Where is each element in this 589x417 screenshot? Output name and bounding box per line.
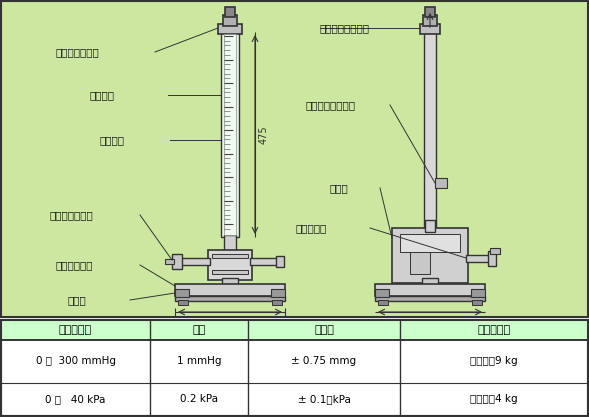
Bar <box>223 15 237 26</box>
Text: 精　度: 精 度 <box>314 325 334 335</box>
Text: 目量: 目量 <box>193 325 206 335</box>
Bar <box>222 278 238 286</box>
Text: 圧力導入口: 圧力導入口 <box>295 223 326 233</box>
Bar <box>490 248 500 254</box>
Bar <box>165 259 174 264</box>
Bar <box>435 178 447 188</box>
Text: 上部ガラス抑え: 上部ガラス抑え <box>55 47 99 57</box>
Bar <box>471 289 485 297</box>
Bar <box>1 320 588 416</box>
Bar <box>178 300 188 305</box>
Text: 475: 475 <box>259 125 269 144</box>
Bar <box>410 252 430 274</box>
Bar <box>221 32 239 237</box>
Text: ± 0.1　kPa: ± 0.1 kPa <box>297 394 350 404</box>
Bar <box>175 296 285 301</box>
Bar <box>276 256 284 267</box>
Bar <box>272 300 282 305</box>
Text: 0 ～   40 kPa: 0 ～ 40 kPa <box>45 394 105 404</box>
Text: 本　体　9 kg: 本 体 9 kg <box>470 357 518 367</box>
Bar <box>423 15 437 26</box>
Bar <box>250 258 278 265</box>
Text: 0.2 kPa: 0.2 kPa <box>180 394 218 404</box>
Bar <box>224 34 236 235</box>
Bar <box>1 320 588 416</box>
Bar <box>218 24 242 34</box>
Bar <box>472 300 482 305</box>
Bar <box>466 255 491 262</box>
Text: 格納箱　4 kg: 格納箱 4 kg <box>470 394 518 404</box>
Bar <box>392 228 468 283</box>
Text: スケール: スケール <box>90 90 115 100</box>
Bar <box>425 7 435 17</box>
Text: ベース: ベース <box>68 295 87 305</box>
Bar <box>422 278 438 286</box>
Bar <box>375 289 389 297</box>
Bar <box>400 234 460 252</box>
Text: スケール調整ねじ: スケール調整ねじ <box>305 100 355 110</box>
Text: 0 ～  300 mmHg: 0 ～ 300 mmHg <box>35 357 115 367</box>
Bar <box>1 320 588 340</box>
Bar <box>172 254 182 269</box>
Text: 180: 180 <box>420 319 440 329</box>
Bar <box>378 300 388 305</box>
Bar <box>271 289 285 297</box>
Text: ガラス管: ガラス管 <box>100 135 125 145</box>
Text: 水銀槽: 水銀槽 <box>330 183 349 193</box>
Text: 被測定器取付口: 被測定器取付口 <box>50 210 94 220</box>
Bar <box>488 251 496 266</box>
Bar <box>208 250 252 280</box>
Bar <box>212 270 248 274</box>
Bar <box>375 284 485 296</box>
Text: ± 0.75 mmg: ± 0.75 mmg <box>292 357 356 367</box>
Text: 180: 180 <box>220 319 240 329</box>
Bar <box>1 1 588 317</box>
Bar <box>375 296 485 301</box>
Text: 本器の質量: 本器の質量 <box>478 325 511 335</box>
Bar <box>224 235 236 253</box>
Bar <box>175 289 189 297</box>
Text: 1 mmHg: 1 mmHg <box>177 357 221 367</box>
Bar <box>212 254 248 258</box>
Bar <box>225 7 235 17</box>
Bar <box>425 220 435 232</box>
Bar <box>424 32 436 227</box>
Bar <box>420 24 440 34</box>
Bar <box>175 284 285 296</box>
Text: 水平調整ねじ: 水平調整ねじ <box>55 260 92 270</box>
Text: 振り下げ式水準器: 振り下げ式水準器 <box>320 23 370 33</box>
Text: 圧力の範囲: 圧力の範囲 <box>59 325 92 335</box>
Bar <box>180 258 210 265</box>
